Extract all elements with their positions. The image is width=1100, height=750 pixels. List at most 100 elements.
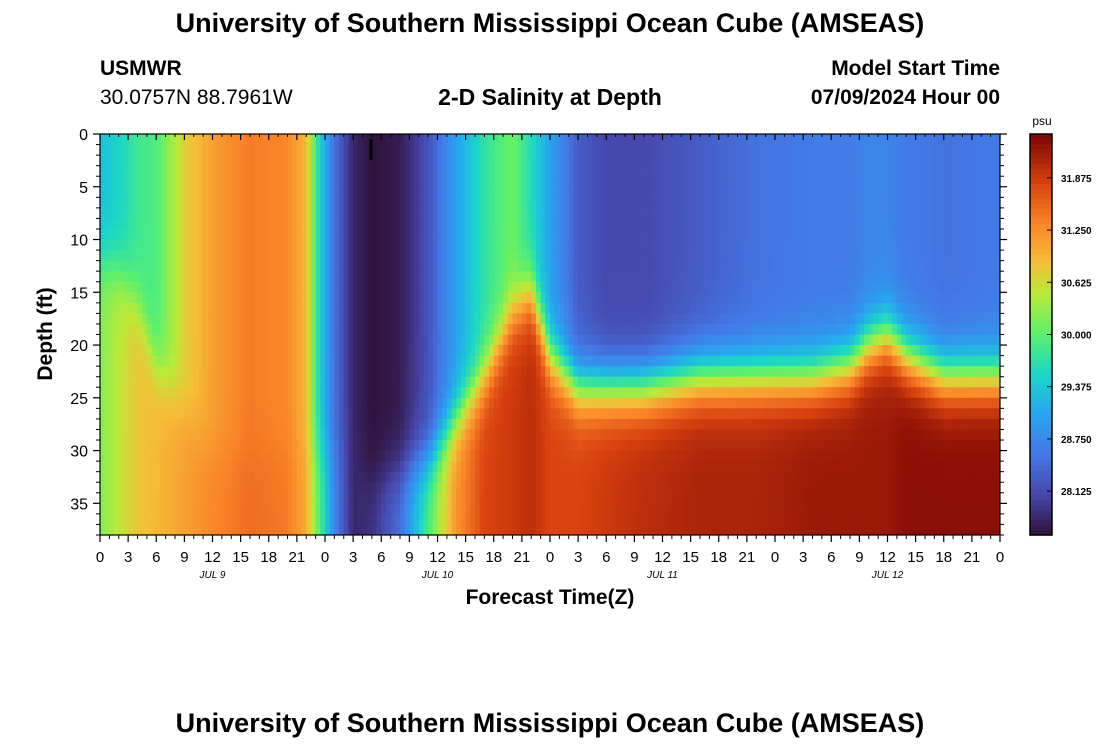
heatmap-cell — [132, 461, 139, 473]
heatmap-cell — [184, 207, 190, 220]
heatmap-cell — [306, 271, 312, 283]
heatmap-cell — [390, 323, 396, 336]
heatmap-cell — [207, 408, 214, 420]
heatmap-cell — [493, 376, 500, 388]
heatmap-cell — [493, 260, 500, 272]
heatmap-cell — [404, 355, 410, 367]
heatmap-cell — [667, 292, 673, 304]
heatmap-cell — [240, 186, 246, 198]
heatmap-cell — [423, 471, 429, 483]
heatmap-cell — [292, 429, 298, 441]
heatmap-cell — [221, 144, 228, 156]
heatmap-cell — [606, 345, 612, 357]
heatmap-cell — [503, 387, 509, 399]
heatmap-cell — [100, 292, 106, 304]
heatmap-cell — [268, 144, 275, 156]
heatmap-cell — [142, 292, 148, 304]
heatmap-cell — [667, 471, 673, 483]
heatmap-cell — [221, 450, 228, 462]
heatmap-cell — [667, 408, 673, 420]
heatmap-cell — [475, 524, 481, 535]
heatmap-cell — [240, 524, 246, 535]
heatmap-cell — [404, 207, 410, 220]
heatmap-cell — [568, 471, 575, 483]
heatmap-cell — [639, 450, 645, 462]
heatmap-cell — [254, 355, 260, 367]
heatmap-cell — [104, 345, 110, 357]
heatmap-cell — [493, 471, 500, 483]
heatmap-cell — [564, 176, 570, 188]
heatmap-cell — [128, 134, 134, 146]
heatmap-cell — [606, 513, 612, 526]
heatmap-cell — [325, 492, 331, 504]
heatmap-cell — [240, 176, 246, 188]
heatmap-cell — [409, 155, 415, 167]
heatmap-cell — [498, 313, 504, 325]
heatmap-cell — [381, 440, 387, 452]
heatmap-cell — [545, 366, 551, 378]
heatmap-cell — [254, 418, 260, 431]
heatmap-cell — [245, 186, 251, 198]
heatmap-cell — [165, 228, 171, 241]
heatmap-cell — [460, 345, 467, 357]
heatmap-cell — [329, 218, 335, 230]
heatmap-cell — [418, 313, 425, 325]
heatmap-cell — [282, 334, 289, 346]
heatmap-cell — [151, 250, 157, 262]
heatmap-cell — [484, 355, 490, 367]
heatmap-cell — [498, 144, 504, 156]
heatmap-cell — [550, 418, 556, 431]
heatmap-cell — [517, 239, 523, 251]
heatmap-cell — [325, 397, 331, 409]
heatmap-cell — [160, 366, 167, 378]
heatmap-cell — [287, 482, 293, 494]
heatmap-cell — [465, 323, 471, 336]
heatmap-cell — [704, 355, 710, 367]
heatmap-cell — [498, 260, 504, 272]
heatmap-cell — [348, 503, 354, 515]
heatmap-cell — [301, 281, 307, 293]
heatmap-cell — [456, 429, 462, 441]
heatmap-cell — [634, 197, 640, 209]
heatmap-cell — [550, 471, 556, 483]
heatmap-cell — [432, 440, 439, 452]
heatmap-cell — [606, 461, 612, 473]
heatmap-cell — [620, 186, 626, 198]
heatmap-cell — [100, 345, 106, 357]
heatmap-cell — [175, 207, 181, 220]
heatmap-cell — [245, 207, 251, 220]
heatmap-cell — [587, 524, 593, 535]
heatmap-cell — [156, 387, 162, 399]
heatmap-cell — [221, 355, 228, 367]
heatmap-cell — [690, 387, 696, 399]
heatmap-cell — [231, 418, 237, 431]
heatmap-cell — [657, 197, 664, 209]
heatmap-cell — [156, 492, 162, 504]
heatmap-cell — [414, 334, 420, 346]
heatmap-cell — [610, 482, 617, 494]
heatmap-cell — [498, 345, 504, 357]
heatmap-cell — [489, 513, 495, 526]
heatmap-cell — [128, 429, 134, 441]
heatmap-cell — [531, 292, 537, 304]
heatmap-cell — [596, 524, 603, 535]
heatmap-cell — [535, 260, 542, 272]
heatmap-cell — [615, 366, 621, 378]
heatmap-cell — [690, 461, 696, 473]
heatmap-cell — [564, 218, 570, 230]
heatmap-cell — [587, 155, 593, 167]
heatmap-cell — [414, 503, 420, 515]
heatmap-cell — [137, 429, 143, 441]
heatmap-cell — [264, 376, 270, 388]
heatmap-cell — [123, 355, 129, 367]
heatmap-cell — [606, 492, 612, 504]
heatmap-cell — [390, 144, 396, 156]
heatmap-cell — [278, 429, 284, 441]
heatmap-cell — [385, 418, 392, 431]
heatmap-cell — [526, 355, 532, 367]
heatmap-cell — [240, 165, 246, 177]
heatmap-cell — [151, 155, 157, 167]
heatmap-cell — [535, 186, 542, 198]
heatmap-cell — [109, 397, 115, 409]
heatmap-cell — [643, 334, 650, 346]
